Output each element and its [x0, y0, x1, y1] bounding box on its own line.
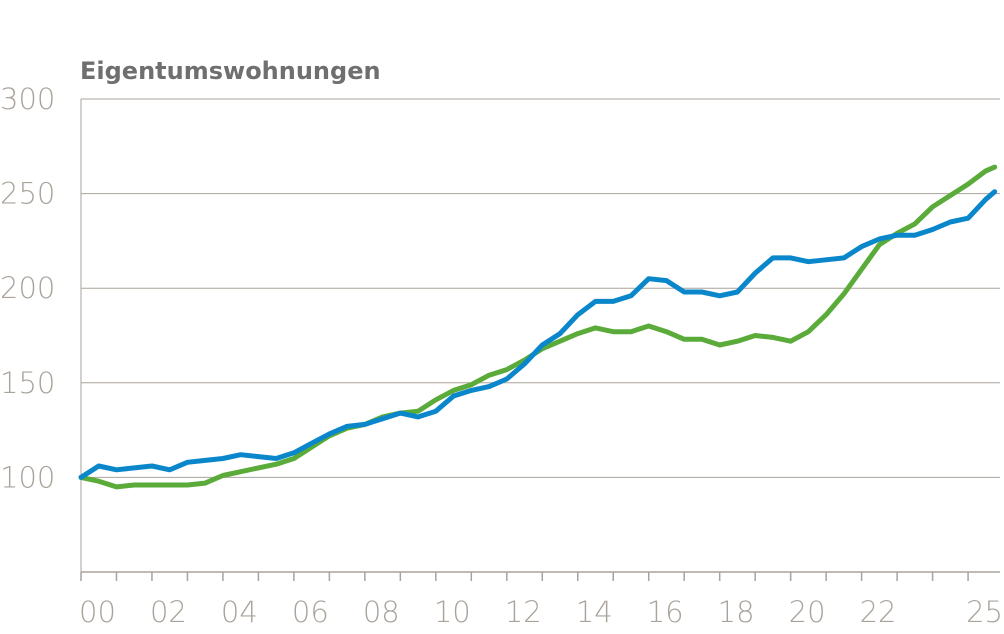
y-tick-label: 250 [0, 177, 55, 211]
x-tick-label: 20 [789, 595, 826, 629]
x-tick-label: 18 [718, 595, 755, 629]
x-tick-label: 25 [966, 595, 1003, 629]
x-tick-label: 10 [434, 595, 471, 629]
x-tick-label: 06 [292, 595, 329, 629]
series-line [78, 189, 998, 480]
y-tick-label: 300 [0, 82, 55, 116]
y-tick-label: 150 [0, 366, 55, 400]
chart-title: Eigentumswohnungen [80, 57, 381, 85]
x-tick-label: 04 [221, 595, 258, 629]
y-tick-label: 200 [0, 271, 55, 305]
y-tick-label: 100 [0, 460, 55, 494]
x-tick-label: 00 [79, 595, 116, 629]
x-tick-label: 16 [647, 595, 684, 629]
x-tick-label: 22 [860, 595, 897, 629]
series-line [78, 164, 998, 490]
x-tick-label: 12 [505, 595, 542, 629]
x-tick-label: 02 [150, 595, 187, 629]
x-tick-label: 08 [363, 595, 400, 629]
x-tick-label: 14 [576, 595, 613, 629]
